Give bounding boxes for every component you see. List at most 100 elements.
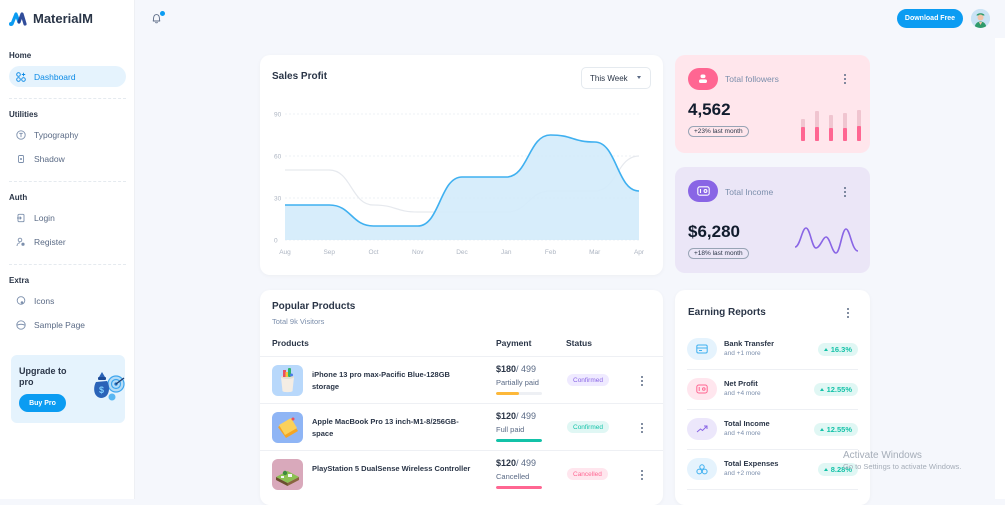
sidebar-item-label: Dashboard [34, 72, 76, 82]
payment-progress-bar [496, 392, 542, 395]
sidebar-item-dashboard[interactable]: Dashboard [9, 66, 126, 87]
sidebar-item-label: Register [34, 237, 66, 247]
earning-report-item[interactable]: Net Profit and +4 more 12.55% [687, 370, 858, 410]
product-name: iPhone 13 pro max-Pacific Blue-128GB sto… [312, 369, 472, 393]
upgrade-title: Upgrade to pro [19, 366, 79, 388]
payment-total: / 499 [516, 458, 536, 468]
earning-report-item[interactable]: Bank Transfer and +1 more 16.3% [687, 330, 858, 370]
earning-reports-menu-icon[interactable] [844, 307, 852, 319]
topbar: Download Free [136, 0, 1005, 38]
logo[interactable]: MaterialM [9, 11, 93, 26]
payment-progress-fill [496, 486, 542, 489]
nav-heading-auth: Auth [9, 193, 27, 202]
followers-menu-icon[interactable] [841, 73, 849, 85]
earning-report-sub: and +4 more [724, 430, 761, 437]
logo-mark-icon [9, 12, 27, 26]
column-header-payment: Payment [496, 338, 531, 348]
typography-icon [16, 130, 26, 140]
nav-heading-utilities: Utilities [9, 110, 38, 119]
row-menu-icon[interactable] [638, 422, 646, 434]
icons-icon [16, 296, 26, 306]
payment-progress-fill [496, 392, 519, 395]
followers-change: +23% last month [688, 126, 749, 137]
sidebar-item-login[interactable]: Login [9, 207, 126, 228]
sidebar-item-typography[interactable]: Typography [9, 124, 126, 145]
x-tick-label: Nov [412, 249, 424, 256]
arrow-up-icon [824, 348, 828, 351]
x-tick-label: Oct [368, 249, 378, 256]
earning-report-item[interactable]: Total Income and +4 more 12.55% [687, 410, 858, 450]
payment-total: / 499 [516, 411, 536, 421]
status-badge: Confirmed [567, 421, 609, 433]
product-name: PlayStation 5 DualSense Wireless Control… [312, 463, 472, 475]
coins-icon [687, 458, 717, 480]
register-icon [16, 237, 26, 247]
status-badge: Cancelled [567, 468, 608, 480]
download-free-button[interactable]: Download Free [897, 9, 963, 28]
table-row[interactable]: PlayStation 5 DualSense Wireless Control… [260, 450, 663, 497]
shadow-icon [16, 154, 26, 164]
earning-report-item[interactable]: Total Expenses and +2 more 8.28% [687, 450, 858, 490]
buy-pro-button[interactable]: Buy Pro [19, 394, 66, 412]
svg-text:$: $ [99, 385, 104, 395]
sidebar-item-label: Login [34, 213, 55, 223]
sidebar-divider [9, 98, 126, 99]
follower-bar [843, 128, 847, 141]
table-row[interactable]: Apple MacBook Pro 13 inch-M1-8/256GB-spa… [260, 403, 663, 450]
earning-report-sub: and +2 more [724, 470, 761, 477]
payment-status: Full paid [496, 425, 524, 434]
income-menu-icon[interactable] [841, 186, 849, 198]
earning-reports-card: Earning Reports Bank Transfer and +1 mor… [675, 290, 870, 505]
earning-report-title: Total Income [724, 419, 770, 428]
product-image-iphone [272, 365, 303, 396]
nav-heading-home: Home [9, 51, 31, 60]
app-name: MaterialM [33, 11, 93, 26]
avatar[interactable] [971, 9, 990, 28]
total-income-card: Total Income $6,280 +18% last month [675, 167, 870, 273]
sidebar-item-icons[interactable]: Icons [9, 290, 126, 311]
x-tick-label: Aug [279, 249, 291, 256]
payment-paid: $120 [496, 411, 516, 421]
login-icon [16, 213, 26, 223]
payment-paid: $120 [496, 458, 516, 468]
percent-value: 16.3% [831, 345, 852, 354]
earning-reports-title: Earning Reports [688, 307, 766, 318]
product-name: Apple MacBook Pro 13 inch-M1-8/256GB-spa… [312, 416, 472, 440]
table-row[interactable]: iPhone 13 pro max-Pacific Blue-128GB sto… [260, 356, 663, 403]
follower-bar [815, 127, 819, 141]
x-tick-label: Jan [501, 249, 512, 256]
popular-products-card: Popular Products Total 9k Visitors Produ… [260, 290, 663, 505]
sample-page-icon [16, 320, 26, 330]
earning-report-title: Net Profit [724, 379, 758, 388]
followers-icon [688, 68, 718, 90]
x-tick-label: Apr [634, 249, 645, 256]
y-tick-label: 0 [274, 238, 278, 245]
sidebar-item-sample-page[interactable]: Sample Page [9, 314, 126, 335]
income-value: $6,280 [688, 222, 740, 242]
sidebar-item-label: Sample Page [34, 320, 85, 330]
total-followers-card: Total followers 4,562 +23% last month [675, 55, 870, 153]
earning-report-title: Total Expenses [724, 459, 778, 468]
payment-total: / 499 [516, 364, 536, 374]
follower-bar [857, 126, 861, 141]
x-tick-label: Sep [323, 249, 335, 256]
row-menu-icon[interactable] [638, 469, 646, 481]
sidebar-item-shadow[interactable]: Shadow [9, 148, 126, 169]
income-sparkline [794, 225, 860, 257]
sidebar-item-label: Shadow [34, 154, 65, 164]
scrollbar-track[interactable] [995, 38, 1005, 499]
wallet-icon [687, 378, 717, 400]
upgrade-card: Upgrade to pro Buy Pro $ [11, 355, 125, 423]
earning-report-percent: 16.3% [818, 343, 858, 356]
payment-amount: $120/ 499 [496, 411, 536, 421]
row-menu-icon[interactable] [638, 375, 646, 387]
sidebar-item-label: Typography [34, 130, 78, 140]
sidebar-item-register[interactable]: Register [9, 231, 126, 252]
dashboard-icon [16, 72, 26, 82]
payment-progress-bar [496, 439, 542, 442]
sidebar-item-label: Icons [34, 296, 54, 306]
income-label: Total Income [725, 187, 773, 197]
earning-report-title: Bank Transfer [724, 339, 774, 348]
